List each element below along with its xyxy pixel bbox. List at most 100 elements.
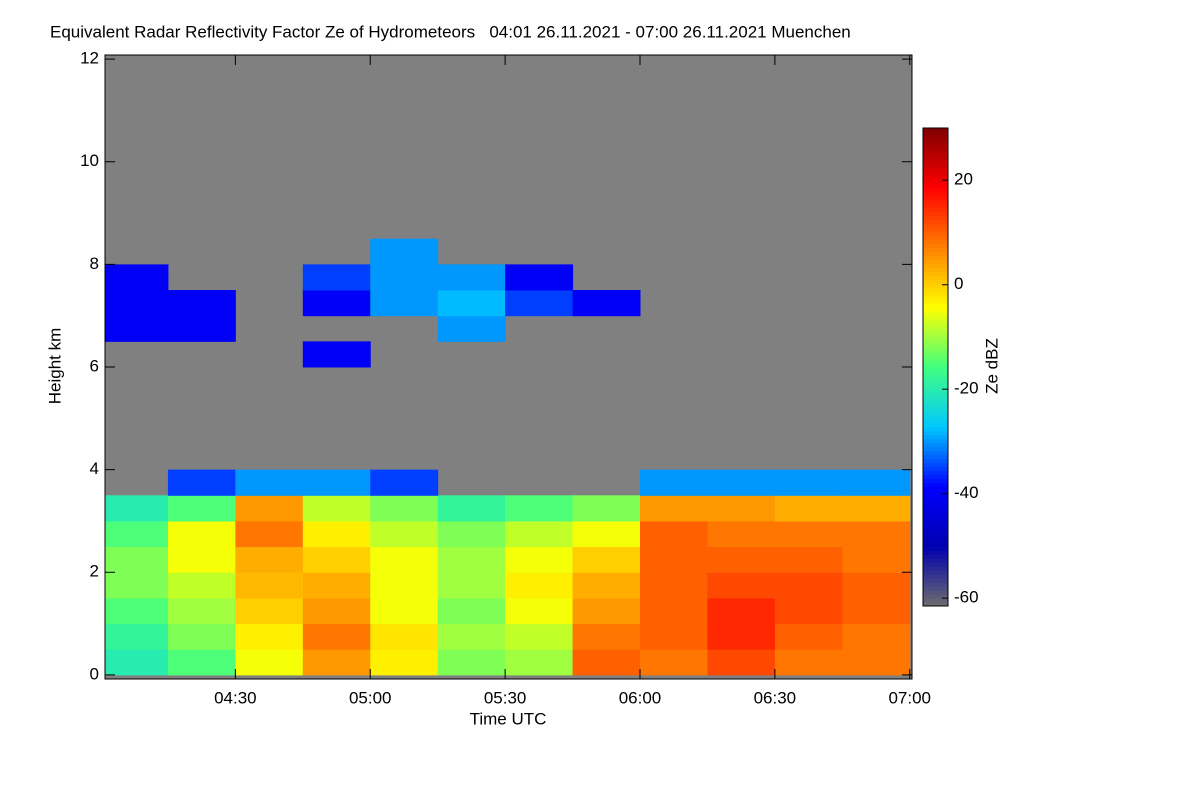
heatmap-cell [842,546,911,573]
heatmap-cell [302,572,371,599]
colorbar-strip [923,207,948,213]
heatmap-cell [640,520,708,548]
colorbar-strip [923,179,948,185]
heatmap-cell [235,546,304,573]
y-tick-label: 8 [90,254,99,273]
colorbar-strip [923,343,948,348]
heatmap-cell [302,469,371,496]
colorbar-strip [923,530,948,535]
heatmap-cell [302,264,371,291]
colorbar-strip [923,363,948,368]
colorbar-strip [923,191,948,197]
heatmap-cell [640,649,708,676]
heatmap-cell [842,572,911,599]
heatmap-cell [302,495,371,522]
heatmap-cell [167,520,236,548]
colorbar-strip [923,315,948,320]
colorbar-strip [923,578,948,583]
y-tick-label: 12 [80,49,99,68]
heatmap-cell [167,649,236,676]
colorbar-strip [923,251,948,256]
colorbar-strip [923,147,948,153]
y-tick-label: 4 [90,459,99,478]
heatmap-cell [572,623,641,650]
heatmap-cell [774,520,843,548]
colorbar-strip [923,351,948,356]
heatmap-cell [572,495,641,522]
colorbar-strip [923,430,948,436]
heatmap-cell [370,264,439,291]
colorbar-strip [923,135,948,141]
heatmap-cell [505,264,574,291]
colorbar-strip [923,255,948,260]
heatmap-cell [842,623,911,650]
colorbar-strip [923,542,948,547]
colorbar-strip [923,199,948,205]
colorbar-strip [923,382,948,388]
colorbar-strip [923,386,948,392]
heatmap-cell [707,597,776,625]
colorbar-strip [923,506,948,511]
colorbar-strip [923,263,948,268]
heatmap-cell [505,623,574,650]
y-tick-label: 2 [90,562,99,581]
colorbar-strip [923,462,948,468]
heatmap-cell [105,546,169,573]
heatmap-cell [640,495,708,522]
heatmap-cell [572,520,641,548]
colorbar-strip [923,470,948,476]
colorbar-strip [923,594,948,599]
heatmap-cell [842,520,911,548]
colorbar-strip [923,291,948,296]
colorbar-strip [923,279,948,284]
heatmap-cell [235,520,304,548]
heatmap-cell [302,520,371,548]
colorbar-strip [923,359,948,364]
heatmap-cell [774,469,843,496]
colorbar-strip [923,522,948,527]
colorbar-strip [923,239,948,245]
colorbar-strip [923,283,948,288]
colorbar-strip [923,566,948,571]
colorbar-strip [923,574,948,579]
heatmap-cell [302,290,371,317]
colorbar-strip [923,311,948,316]
colorbar-strip [923,223,948,229]
heatmap-cell [302,597,371,625]
colorbar-strip [923,554,948,559]
colorbar-tick-label: -20 [954,379,979,398]
heatmap-cell [572,597,641,625]
colorbar-strip [923,410,948,416]
heatmap-cell [842,649,911,676]
heatmap-cell [302,649,371,676]
heatmap-cell [105,649,169,676]
colorbar-strip [923,490,948,495]
colorbar-strip [923,398,948,404]
heatmap-cell [505,572,574,599]
heatmap-cell [437,290,506,317]
heatmap-cell [235,572,304,599]
heatmap-cell [370,649,439,676]
heatmap-cell [302,623,371,650]
colorbar-strip [923,406,948,412]
heatmap-cell [774,546,843,573]
heatmap-cell [707,623,776,650]
colorbar-strip [923,418,948,424]
heatmap-cell [640,597,708,625]
heatmap-cell [105,315,169,342]
colorbar-strip [923,570,948,575]
colorbar-strip [923,370,948,376]
colorbar-strip [923,195,948,201]
heatmap-cell [437,315,506,342]
colorbar-frame [922,127,949,607]
heatmap-cell [842,597,911,625]
colorbar-strip [923,335,948,340]
colorbar-strip [923,331,948,336]
colorbar-strip [923,267,948,272]
colorbar-strip [923,175,948,181]
heatmap-cell [437,597,506,625]
heatmap-cell [437,520,506,548]
colorbar-strip [923,155,948,161]
colorbar-strip [923,367,948,372]
